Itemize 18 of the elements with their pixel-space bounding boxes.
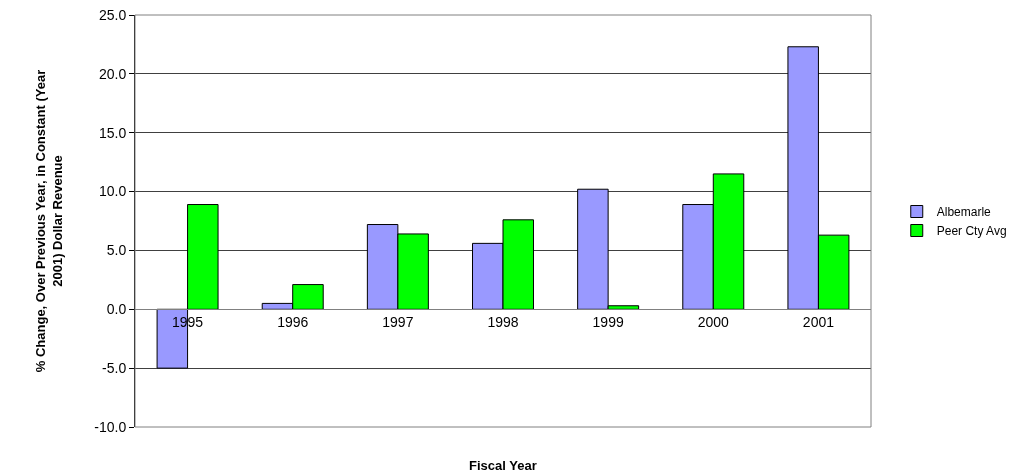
- y-tick-label: 0.0: [106, 301, 127, 318]
- x-tick-label: 2001: [802, 314, 835, 331]
- x-tick-label: 1998: [487, 314, 519, 331]
- y-tick-label: 20.0: [98, 65, 127, 82]
- x-axis-title: Fiscal Year: [469, 458, 537, 473]
- y-tick-label: 10.0: [98, 183, 127, 200]
- y-tick-label: 5.0: [106, 242, 127, 259]
- legend-label: Peer Cty Avg: [936, 224, 1007, 239]
- x-tick-label: 1999: [592, 314, 624, 331]
- y-tick-label: -5.0: [102, 360, 127, 377]
- x-tick-label: 2000: [697, 314, 730, 331]
- y-tick-label: 15.0: [98, 124, 127, 141]
- legend-label: Albemarle: [936, 205, 992, 220]
- y-axis-title: % Change, Over Previous Year, in Constant (Year 2001) Dollar Revenue: [33, 69, 66, 373]
- x-tick-label: 1996: [277, 314, 309, 331]
- y-tick-label: 25.0: [98, 6, 127, 23]
- x-tick-label: 1997: [382, 314, 414, 331]
- y-tick-label: -10.0: [94, 418, 127, 435]
